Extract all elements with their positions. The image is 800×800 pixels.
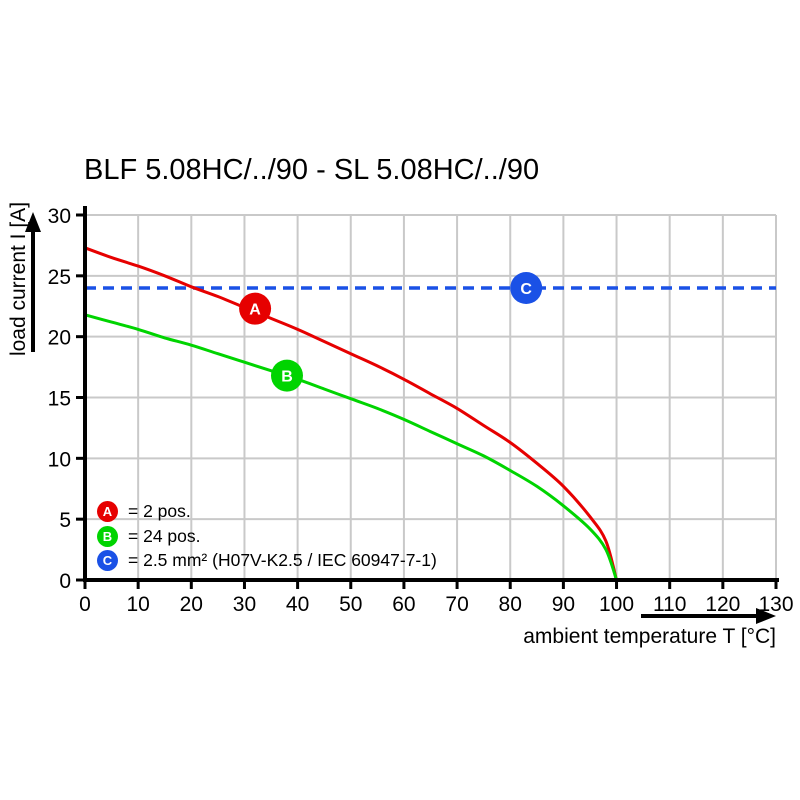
- x-tick-label: 50: [339, 593, 362, 616]
- x-tick-label: 60: [392, 593, 415, 616]
- series-B-line: [83, 313, 618, 582]
- x-tick-label: 110: [653, 593, 686, 616]
- x-tick-label: 120: [705, 593, 740, 616]
- x-axis-arrow-head: [756, 608, 776, 624]
- x-tick-label: 80: [499, 593, 522, 616]
- x-tick-label: 10: [126, 593, 149, 616]
- y-tick-label: 15: [48, 388, 71, 411]
- x-tick-label: 40: [286, 593, 309, 616]
- legend-dot-c: C: [97, 550, 118, 571]
- marker-A: [239, 292, 272, 325]
- x-tick-label: 100: [599, 593, 634, 616]
- x-tick-label: 130: [758, 593, 793, 616]
- x-axis-label: ambient temperature T [°C]: [523, 625, 776, 648]
- y-tick-label: 30: [48, 205, 71, 228]
- chart-title: BLF 5.08HC/../90 - SL 5.08HC/../90: [84, 154, 540, 186]
- marker-C-letter: C: [520, 281, 532, 298]
- y-tick-label: 0: [59, 570, 71, 593]
- y-tick-label: 10: [48, 448, 71, 471]
- marker-C: [510, 272, 543, 304]
- marker-B-letter: B: [281, 369, 293, 386]
- legend-label-a: = 2 pos.: [128, 501, 191, 521]
- marker-A-letter: A: [249, 302, 261, 319]
- marker-B: [270, 359, 303, 392]
- series-A-line: [83, 246, 618, 582]
- y-tick-label: 20: [48, 327, 71, 350]
- x-tick-label: 0: [79, 593, 91, 616]
- legend-dot-a: A: [97, 501, 118, 522]
- legend-label-c: = 2.5 mm² (H07V-K2.5 / IEC 60947-7-1): [128, 550, 437, 570]
- legend-label-b: = 24 pos.: [128, 525, 201, 546]
- y-axis-arrow-head: [25, 212, 41, 232]
- y-tick-label: 5: [59, 509, 71, 532]
- legend-dot-b: B: [97, 525, 118, 547]
- x-tick-label: 30: [233, 593, 256, 616]
- legend-item-b: B = 24 pos.: [97, 525, 437, 547]
- y-tick-label: 25: [48, 266, 71, 289]
- legend-item-a: A = 2 pos.: [97, 501, 437, 522]
- x-tick-label: 90: [552, 593, 575, 616]
- x-tick-label: 20: [180, 593, 203, 616]
- legend-item-c: C = 2.5 mm² (H07V-K2.5 / IEC 60947-7-1): [97, 550, 437, 571]
- x-tick-label: 70: [445, 593, 468, 616]
- legend: A = 2 pos. B = 24 pos. C = 2.5 mm² (H07V-K2.5…: [97, 501, 437, 575]
